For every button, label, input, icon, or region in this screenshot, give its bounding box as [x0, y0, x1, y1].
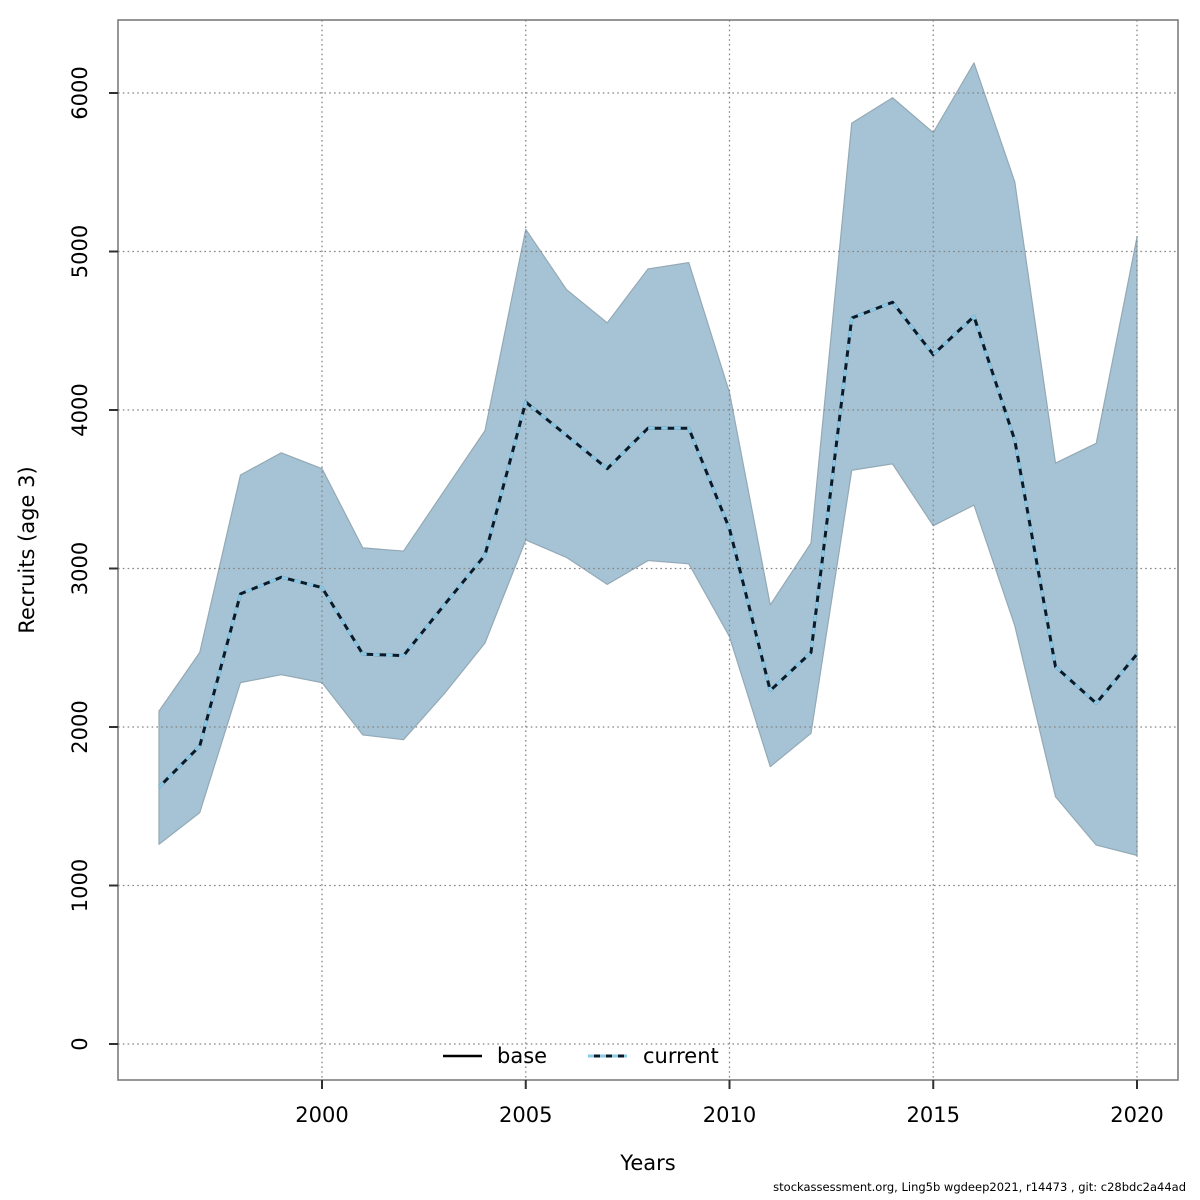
y-tick-label: 3000	[68, 542, 92, 595]
y-tick-label: 5000	[68, 225, 92, 278]
legend-current-label: current	[643, 1044, 719, 1068]
axis-tick-labels: 0 1000 2000 3000 4000 5000 6000 2000 2005 2010 201…	[68, 66, 1164, 1127]
x-axis-title: Years	[619, 1151, 675, 1175]
x-tick-label: 2005	[499, 1103, 552, 1127]
current-line	[157, 300, 1139, 789]
y-tick-label: 2000	[68, 700, 92, 753]
x-tick-label: 2015	[907, 1103, 960, 1127]
plot-frame	[117, 19, 1179, 1081]
y-tick-label: 4000	[68, 383, 92, 436]
y-tick-label: 1000	[68, 859, 92, 912]
legend-base-label: base	[497, 1044, 547, 1068]
x-tick-label: 2000	[295, 1103, 348, 1127]
x-tick-label: 2010	[703, 1103, 756, 1127]
y-tick-label: 0	[68, 1037, 92, 1050]
legend: base current	[443, 1044, 719, 1068]
y-tick-label: 6000	[68, 66, 92, 119]
axis-ticks	[109, 92, 1138, 1089]
y-axis-title: Recruits (age 3)	[15, 466, 39, 633]
x-tick-label: 2020	[1110, 1103, 1163, 1127]
confidence-band	[158, 62, 1138, 856]
gridlines	[118, 20, 1178, 1080]
footer-caption: stockassessment.org, Ling5b wgdeep2021, …	[773, 1180, 1186, 1194]
